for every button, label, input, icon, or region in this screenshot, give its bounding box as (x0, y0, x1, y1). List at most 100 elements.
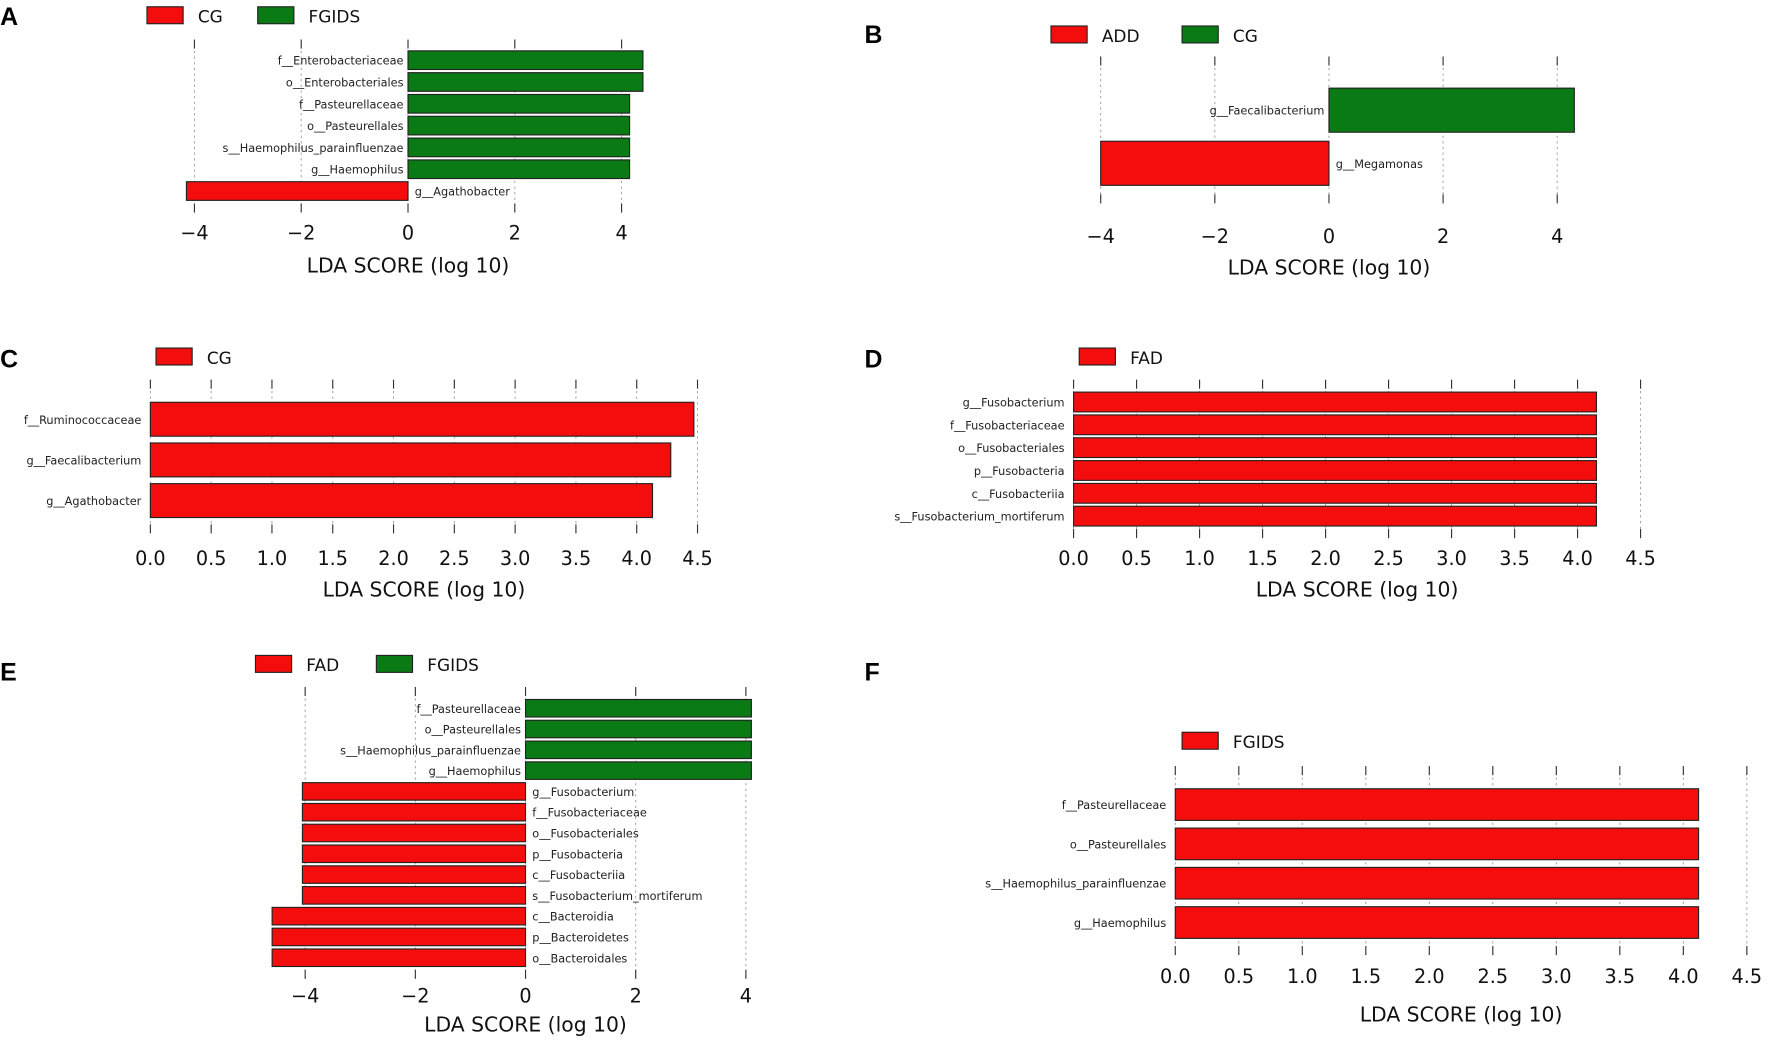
bar (271, 906, 527, 926)
bar-label: g__Megamonas (1336, 158, 1423, 171)
panel-c: C CG 0.0 0.5 1.0 1.5 2.0 2.5 3.0 3.5 4.0 4.5 LDA SCO… (0, 345, 713, 601)
x-tick-label: 3.0 (500, 547, 531, 570)
legend-label: CG (207, 348, 232, 368)
panel-label: B (865, 21, 883, 49)
x-tick-label: 2.5 (1373, 547, 1404, 570)
legend-label: CG (198, 7, 223, 27)
x-tick-label: 0 (1323, 225, 1335, 248)
x-tick-label: 3.5 (1605, 965, 1636, 988)
panel-label: C (0, 345, 18, 373)
x-tick-label: 2.0 (378, 547, 409, 570)
x-tick-label: 4.5 (1732, 965, 1763, 988)
x-tick-label: −4 (180, 222, 208, 245)
bar (524, 761, 752, 780)
legend-label: FGIDS (427, 655, 479, 675)
bar-label: o__Pasteurellales (307, 120, 403, 133)
legend-label: FGIDS (1233, 732, 1285, 752)
panel-b: B ADD CG −4 −2 0 2 4 LDA SCORE (log 10) g__Faecal… (865, 21, 1575, 280)
legend-swatch (257, 6, 295, 25)
bar-label: f__Pasteurellaceae (299, 98, 404, 111)
bar-label: o__Pasteurellales (425, 724, 521, 737)
x-tick-label: 0.5 (1224, 965, 1255, 988)
bar-label: g__Faecalibacterium (1210, 105, 1325, 118)
bar-label: c__Bacteroidia (532, 911, 613, 924)
bar-label: s__Haemophilus_parainfluenzae (985, 878, 1166, 891)
bar-label: s__Haemophilus_parainfluenzae (340, 744, 521, 757)
legend-swatch (1181, 731, 1219, 750)
panel-a: A CG FGIDS −4 −2 0 2 4 LDA SCORE (log 10) f__Ente… (0, 3, 644, 277)
bar-label: g__Haemophilus (1074, 917, 1167, 930)
x-tick-label: 1.5 (1247, 547, 1278, 570)
bar (407, 50, 644, 71)
bar (301, 844, 527, 864)
panel-label: E (0, 658, 17, 686)
bar (407, 159, 631, 180)
panel-label: D (865, 345, 883, 373)
x-tick-label: 4.5 (682, 547, 713, 570)
x-tick-label: −2 (287, 222, 315, 245)
bar (524, 698, 752, 718)
bar-label: f__Enterobacteriaceae (278, 55, 404, 68)
x-tick-label: 4 (740, 984, 752, 1007)
x-tick-label: 2.5 (1478, 965, 1509, 988)
bar (1073, 460, 1598, 481)
bar (407, 137, 631, 158)
x-tick-label: 0.0 (1160, 965, 1191, 988)
bar-label: f__Pasteurellaceae (1062, 799, 1167, 812)
bar-label: p__Bacteroidetes (532, 931, 629, 944)
x-tick-label: 2 (509, 222, 521, 245)
bar (185, 181, 409, 201)
x-tick-label: 3.0 (1541, 965, 1572, 988)
bar-label: s__Fusobacterium_mortiferum (532, 890, 702, 903)
bar-label: f__Fusobacteriaceae (950, 419, 1065, 432)
x-axis-label: LDA SCORE (log 10) (1360, 1003, 1563, 1027)
bar (301, 865, 527, 884)
bar (301, 823, 527, 843)
bar-label: o__Fusobacteriales (532, 828, 639, 841)
bar (271, 948, 527, 968)
x-tick-label: 1.5 (317, 547, 348, 570)
legend-swatch (155, 347, 193, 366)
x-tick-label: −4 (1087, 225, 1115, 248)
bar-label: g__Agathobacter (46, 495, 141, 508)
x-axis-label: LDA SCORE (log 10) (307, 253, 510, 277)
x-tick-label: −2 (1201, 225, 1229, 248)
legend-label: ADD (1102, 26, 1140, 46)
bar (1174, 788, 1700, 821)
x-axis-label: LDA SCORE (log 10) (323, 578, 526, 602)
bar (1073, 414, 1598, 436)
panel-e: E FAD FGIDS −4 −2 0 2 4 LDA SCORE (log 10) f__Pas… (0, 654, 752, 1037)
bar (301, 782, 527, 801)
panel-label: F (865, 658, 880, 686)
bar-label: o__Pasteurellales (1070, 838, 1166, 851)
bar-label: c__Fusobacteriia (532, 869, 625, 882)
legend-swatch (1078, 347, 1116, 366)
bar (524, 719, 752, 739)
bar-label: g__Fusobacterium (963, 397, 1065, 410)
bar-label: g__Haemophilus (311, 164, 404, 177)
legend-swatch (1181, 25, 1219, 44)
x-tick-label: 3.5 (1499, 547, 1530, 570)
x-tick-label: 4.0 (621, 547, 652, 570)
bar-label: c__Fusobacteriia (972, 488, 1065, 501)
bar-label: g__Haemophilus (429, 765, 522, 778)
bar (1100, 140, 1330, 186)
x-tick-label: −4 (291, 984, 319, 1007)
x-tick-label: −2 (401, 984, 429, 1007)
bar-label: o__Fusobacteriales (958, 442, 1065, 455)
x-tick-label: 3.5 (561, 547, 592, 570)
panel-label: A (0, 3, 18, 31)
legend-label: FAD (1130, 348, 1163, 368)
x-tick-label: 4.5 (1625, 547, 1656, 570)
x-tick-label: 0 (402, 222, 414, 245)
x-axis-label: LDA SCORE (log 10) (1228, 256, 1431, 280)
legend-swatch (254, 654, 293, 673)
x-tick-label: 0.5 (1121, 547, 1152, 570)
x-tick-label: 2.5 (439, 547, 470, 570)
legend-label: CG (1233, 26, 1258, 46)
legend-label: FGIDS (309, 7, 361, 27)
bar (1073, 505, 1598, 527)
bar (301, 886, 527, 905)
bar (149, 442, 672, 478)
bar (1073, 391, 1598, 413)
